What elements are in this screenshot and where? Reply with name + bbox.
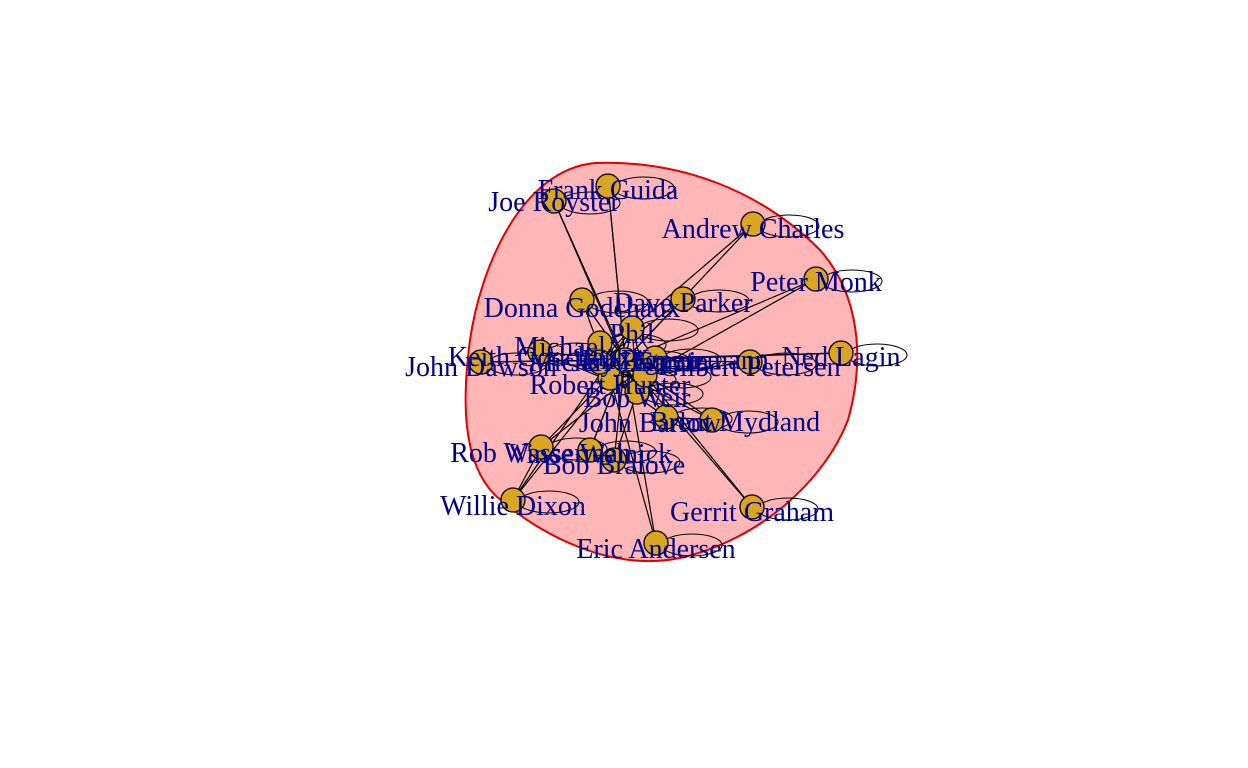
node-phil xyxy=(619,315,645,341)
node-peter-monk xyxy=(803,266,829,292)
node-keith-godchaux xyxy=(527,339,553,365)
node-label-pigpen: Pigpen xyxy=(621,345,699,376)
node-andrew-charles xyxy=(740,211,766,237)
edge-gerrit-graham-pigpen xyxy=(644,374,753,508)
node-label-ned-lagin: Ned Lagin xyxy=(782,342,901,373)
node-label-michael: Michael xyxy=(514,332,606,363)
node-label-mickey-hart: Mickey Hart xyxy=(529,347,672,378)
edge-eric-andersen-robert-hunter xyxy=(609,377,657,544)
edge-andrew-charles-phil xyxy=(631,223,754,329)
node-donna-godchaux xyxy=(569,287,595,313)
node-gilbert-petersen xyxy=(737,349,763,375)
node-label-bob-weir: Bob Weir xyxy=(584,383,692,414)
node-john-dawson xyxy=(468,349,494,375)
node-willie-dixon xyxy=(500,487,526,513)
node-label-brent-mydland: Brent Mydland xyxy=(650,407,820,438)
node-label-dave-parker: Dave Parker xyxy=(613,288,753,319)
node-brent-mydland xyxy=(699,407,725,433)
node-label-rob-wasserman: Rob Wasserman xyxy=(450,438,632,469)
node-label-john-barlow: John Barlow xyxy=(579,408,722,439)
edge-joe-royster-jerry-garcia xyxy=(553,200,626,361)
nodes-layer xyxy=(468,173,854,556)
node-label-donna-godchaux: Donna Godchaux xyxy=(484,293,681,324)
node-ned-lagin xyxy=(828,340,854,366)
node-label-peter-monk: Peter Monk xyxy=(750,267,881,298)
node-label-vince-welnick: Vince Welnick xyxy=(508,439,672,470)
node-rob-wasserman xyxy=(528,434,554,460)
edge-willie-dixon-phil xyxy=(512,327,633,501)
node-jerry-garcia xyxy=(612,347,638,373)
node-john-barlow xyxy=(653,404,679,430)
node-label-willie-dixon: Willie Dixon xyxy=(440,491,586,522)
node-label-joe-royster: Joe Royster xyxy=(488,187,620,218)
node-label-gerrit-graham: Gerrit Graham xyxy=(670,497,834,528)
node-label-bill-kreutzmann: Bill Kreutzmann xyxy=(581,345,768,376)
node-label-jerry-garcia: Jerry Garcia xyxy=(571,347,709,378)
node-pigpen xyxy=(632,362,658,388)
node-label-phil: Phil xyxy=(609,319,654,350)
node-frank-guida xyxy=(595,173,621,199)
node-label-gilbert-petersen: Gilbert Petersen xyxy=(659,352,840,383)
node-label-eric-andersen: Eric Andersen xyxy=(576,534,735,565)
edge-dave-parker-jerry-garcia xyxy=(624,298,684,361)
node-dave-parker xyxy=(670,286,696,312)
node-bob-bralove xyxy=(601,447,627,473)
node-label-robert-hunter: Robert Hunter xyxy=(530,370,692,401)
node-label-frank-guida: Frank Guida xyxy=(538,175,679,206)
node-eric-andersen xyxy=(643,530,669,556)
node-mickey-hart xyxy=(587,349,613,375)
node-vince-welnick xyxy=(577,437,603,463)
node-gerrit-graham xyxy=(739,494,765,520)
node-label-john-dawson: John Dawson xyxy=(405,352,557,383)
node-label-keith-godchaux: Keith Godchaux xyxy=(448,342,632,373)
node-label-bob-bralove: Bob Bralove xyxy=(543,450,685,481)
node-joe-royster xyxy=(541,188,567,214)
node-label-andrew-charles: Andrew Charles xyxy=(662,214,845,245)
